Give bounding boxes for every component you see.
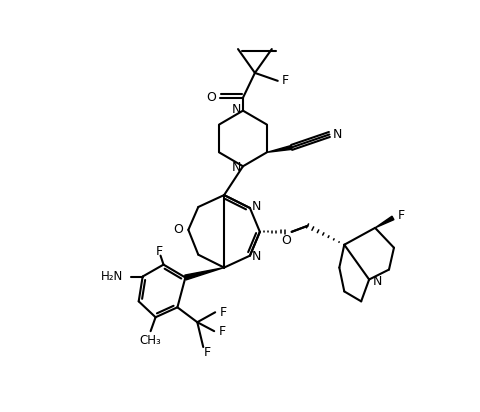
Text: CH₃: CH₃ <box>140 334 161 346</box>
Text: F: F <box>218 325 226 338</box>
Text: N: N <box>372 275 382 288</box>
Text: N: N <box>231 161 240 174</box>
Text: H₂N: H₂N <box>100 270 123 283</box>
Polygon shape <box>375 216 394 228</box>
Text: N: N <box>231 103 240 116</box>
Text: F: F <box>282 74 289 87</box>
Text: O: O <box>173 223 183 236</box>
Text: F: F <box>397 209 405 222</box>
Text: N: N <box>252 201 262 213</box>
Text: F: F <box>204 346 211 358</box>
Text: F: F <box>219 306 227 319</box>
Text: O: O <box>281 234 290 247</box>
Polygon shape <box>185 267 224 280</box>
Text: O: O <box>206 91 216 104</box>
Polygon shape <box>267 145 292 152</box>
Text: N: N <box>252 250 262 263</box>
Text: N: N <box>333 128 342 141</box>
Text: F: F <box>156 245 163 258</box>
